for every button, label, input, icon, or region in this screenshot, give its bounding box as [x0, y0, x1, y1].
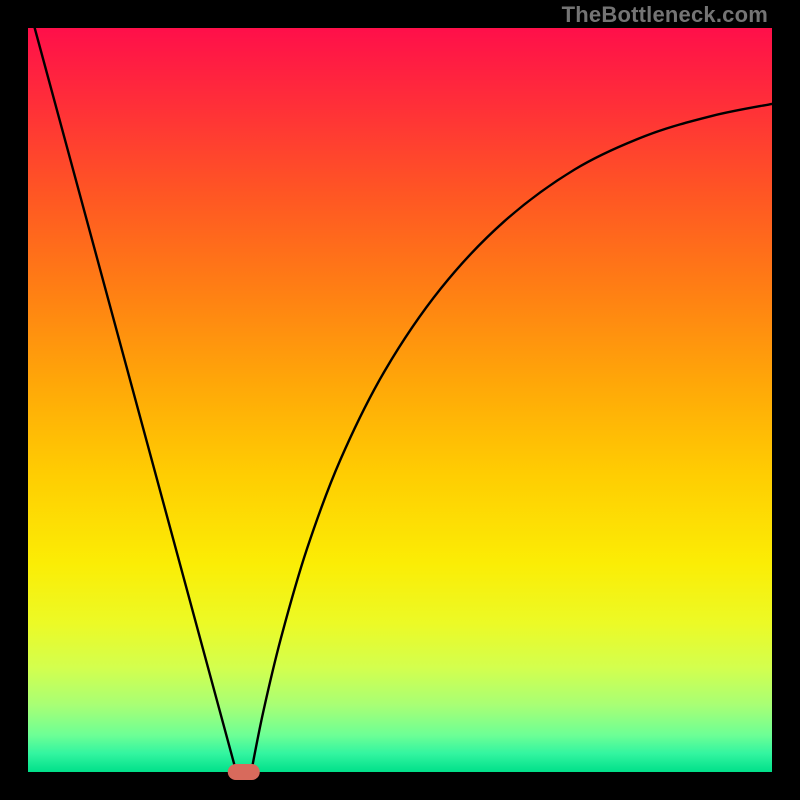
watermark-text: TheBottleneck.com	[562, 2, 768, 28]
chart-svg	[0, 0, 800, 800]
bottleneck-chart: TheBottleneck.com	[0, 0, 800, 800]
optimal-marker	[228, 764, 260, 780]
plot-background	[28, 28, 772, 772]
